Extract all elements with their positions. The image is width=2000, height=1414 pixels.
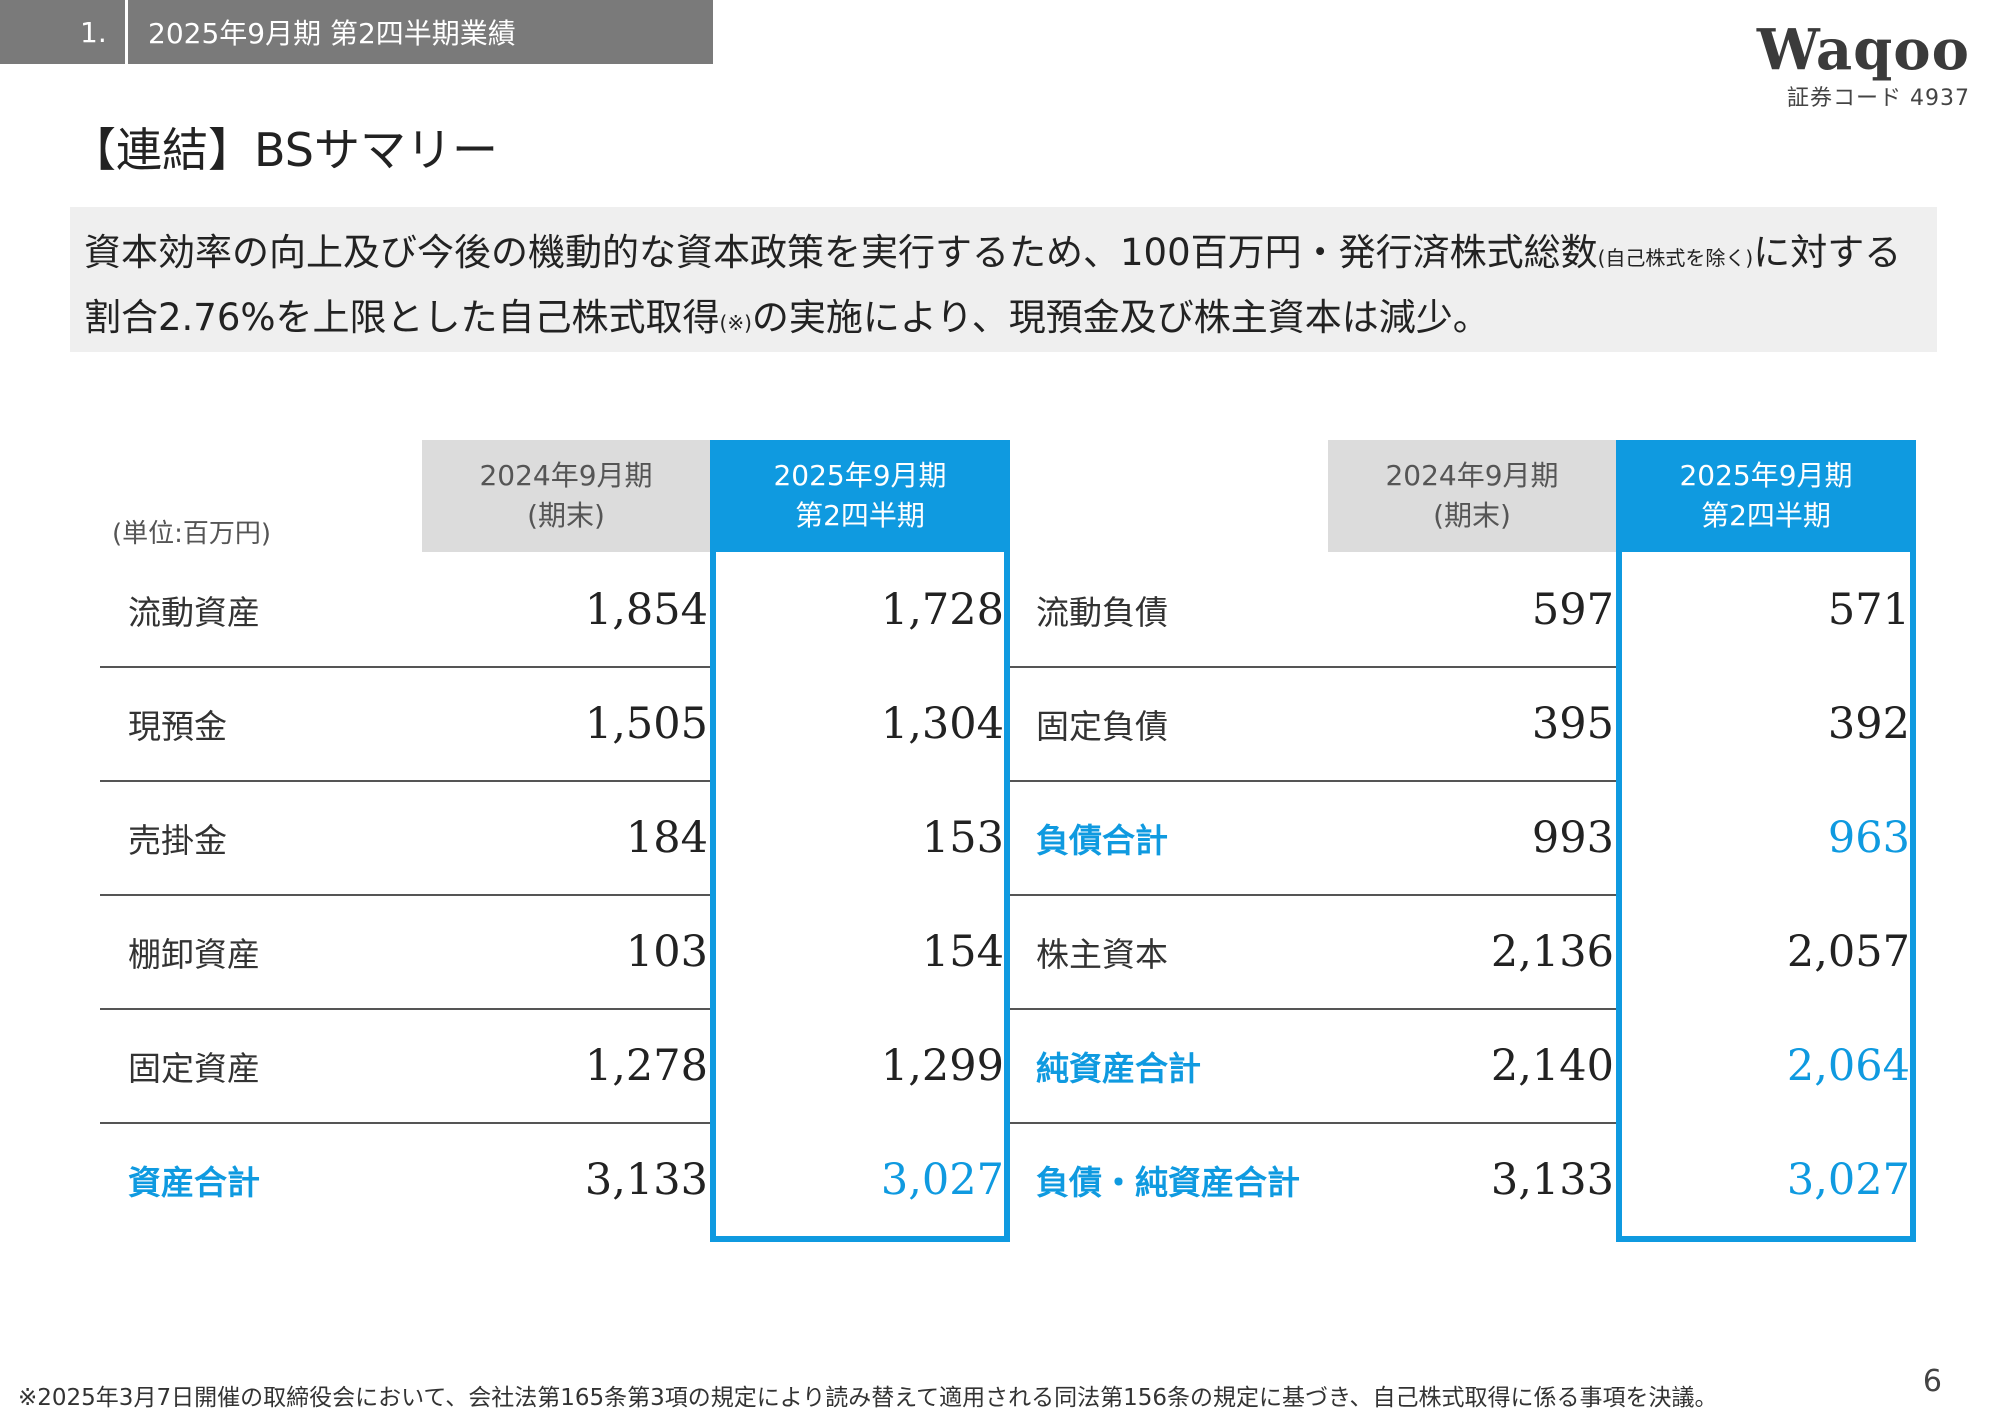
page-title: 【連結】BSサマリー: [70, 123, 498, 177]
assets-row-label: 固定資産: [128, 1049, 260, 1088]
liabilities-row-label: 固定負債: [1036, 707, 1168, 746]
unit-label: (単位:百万円): [112, 519, 272, 549]
net-assets-total-curr-value: 2,064: [1786, 1041, 1910, 1091]
assets-total-label: 資産合計: [128, 1163, 260, 1202]
assets-curr-column-header: 2025年9月期 第2四半期: [710, 440, 1010, 552]
liabilities-row-curr-value: 2,057: [1786, 927, 1910, 977]
section-title: 2025年9月期 第2四半期業績: [148, 17, 516, 50]
row-divider: [1010, 1122, 1622, 1124]
summary-note-2: (※): [719, 311, 752, 335]
row-divider: [1010, 1008, 1622, 1010]
summary-text-1: 資本効率の向上及び今後の機動的な資本政策を実行するため、100百万円・発行済株式…: [84, 231, 1598, 274]
curr-period-line1: 2025年9月期: [773, 459, 947, 492]
row-divider: [100, 1122, 716, 1124]
liabilities-row-label: 流動負債: [1036, 593, 1168, 632]
assets-row-label: 売掛金: [128, 821, 227, 860]
row-divider: [1010, 666, 1622, 668]
assets-total-curr-value: 3,027: [880, 1155, 1004, 1205]
logo-name: Waqoo: [1756, 17, 1970, 83]
assets-row-curr-value: 154: [921, 927, 1004, 977]
assets-row-label: 現預金: [128, 707, 227, 746]
summary-note-1: (自己株式を除く): [1597, 246, 1754, 270]
net-assets-total-prev-value: 2,140: [1490, 1041, 1614, 1091]
prev-period-line1: 2024年9月期: [479, 459, 653, 492]
section-number: 1.: [80, 15, 107, 49]
liabilities-curr-column-header: 2025年9月期 第2四半期: [1616, 440, 1916, 552]
liabilities-row-prev-value: 2,136: [1490, 927, 1614, 977]
liabilities-row-prev-value: 597: [1531, 585, 1614, 635]
current-period-highlight-frame: [1616, 552, 1916, 1242]
assets-row-prev-value: 184: [625, 813, 708, 863]
assets-row-prev-value: 103: [625, 927, 708, 977]
section-header: 1. 2025年9月期 第2四半期業績: [0, 0, 713, 64]
liabilities-net-assets-total-curr-value: 3,027: [1786, 1155, 1910, 1205]
liabilities-total-prev-value: 993: [1531, 813, 1614, 863]
securities-code: 証券コード 4937: [1787, 86, 1970, 111]
page-number: 6: [1922, 1364, 1942, 1399]
assets-row-prev-value: 1,505: [584, 699, 708, 749]
assets-row-curr-value: 153: [921, 813, 1004, 863]
row-divider: [100, 666, 716, 668]
prev-period-line2: (期末): [1433, 499, 1511, 532]
assets-row-prev-value: 1,854: [584, 585, 708, 635]
assets-prev-column-header: 2024年9月期 (期末): [422, 440, 710, 552]
liabilities-net-assets-total-label: 負債・純資産合計: [1036, 1163, 1300, 1202]
assets-row-label: 棚卸資産: [128, 935, 260, 974]
assets-total-prev-value: 3,133: [584, 1155, 708, 1205]
curr-period-line1: 2025年9月期: [1679, 459, 1853, 492]
row-divider: [1010, 780, 1622, 782]
liabilities-net-assets-total-prev-value: 3,133: [1490, 1155, 1614, 1205]
row-divider: [100, 780, 716, 782]
summary-text-2: に対する割合2.76%を上限とした自己株式取得: [84, 231, 1902, 339]
footnote: ※2025年3月7日開催の取締役会において、会社法第165条第3項の規定により読…: [18, 1385, 1718, 1411]
summary-text-3: の実施により、現預金及び株主資本は減少。: [751, 296, 1490, 339]
current-period-highlight-frame: [710, 552, 1010, 1242]
liabilities-prev-column-header: 2024年9月期 (期末): [1328, 440, 1616, 552]
liabilities-total-label: 負債合計: [1036, 821, 1168, 860]
assets-row-curr-value: 1,299: [880, 1041, 1004, 1091]
assets-row-prev-value: 1,278: [584, 1041, 708, 1091]
liabilities-row-label: 株主資本: [1036, 935, 1168, 974]
assets-row-curr-value: 1,304: [880, 699, 1004, 749]
company-logo: Waqoo 証券コード 4937: [1710, 22, 1970, 112]
prev-period-line2: (期末): [527, 499, 605, 532]
row-divider: [1010, 894, 1622, 896]
assets-row-curr-value: 1,728: [880, 585, 1004, 635]
section-divider: [125, 0, 128, 64]
row-divider: [100, 1008, 716, 1010]
assets-row-label: 流動資産: [128, 593, 260, 632]
curr-period-line2: 第2四半期: [795, 499, 925, 532]
liabilities-row-curr-value: 571: [1827, 585, 1910, 635]
liabilities-row-prev-value: 395: [1531, 699, 1614, 749]
prev-period-line1: 2024年9月期: [1385, 459, 1559, 492]
row-divider: [100, 894, 716, 896]
liabilities-row-curr-value: 392: [1827, 699, 1910, 749]
net-assets-total-label: 純資産合計: [1036, 1049, 1201, 1088]
liabilities-total-curr-value: 963: [1827, 813, 1910, 863]
curr-period-line2: 第2四半期: [1701, 499, 1831, 532]
summary-box: 資本効率の向上及び今後の機動的な資本政策を実行するため、100百万円・発行済株式…: [70, 207, 1937, 352]
